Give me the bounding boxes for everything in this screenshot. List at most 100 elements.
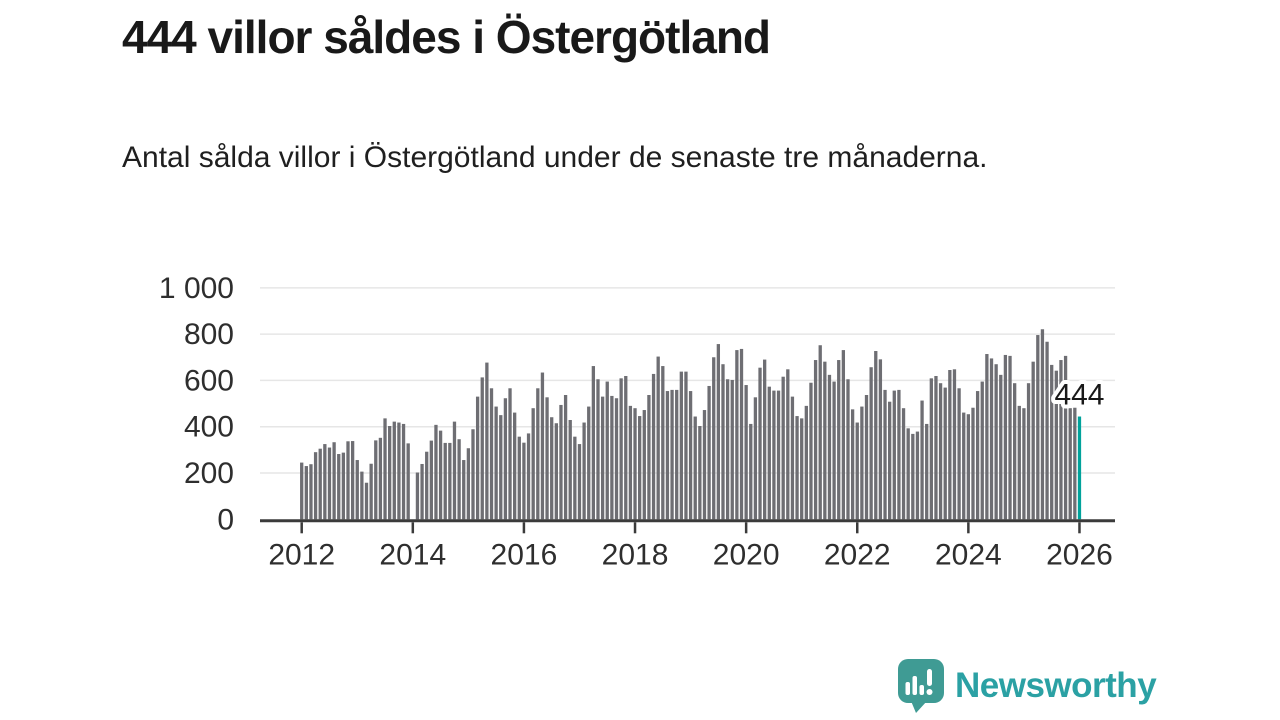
bar (943, 387, 947, 520)
y-tick-label: 800 (184, 318, 234, 351)
bar (582, 422, 586, 520)
bar (952, 369, 957, 520)
bar (841, 350, 846, 520)
y-tick-label: 0 (217, 503, 234, 536)
bar (994, 364, 998, 520)
bar (1008, 355, 1012, 520)
bar (1013, 383, 1017, 520)
bar (850, 409, 855, 520)
bar (596, 379, 600, 520)
bar (628, 405, 633, 520)
bar (679, 371, 683, 520)
bar (716, 344, 721, 520)
bar (864, 395, 869, 520)
x-tick-label: 2018 (602, 538, 669, 571)
bar (327, 447, 332, 520)
bar (1036, 335, 1040, 520)
x-tick-label: 2024 (935, 538, 1002, 571)
bar (688, 391, 693, 520)
brand-name: Newsworthy (955, 666, 1157, 705)
bar (915, 431, 920, 520)
bar (485, 362, 489, 520)
bar (475, 396, 480, 520)
bar (763, 359, 767, 520)
bar (600, 396, 605, 520)
bar (346, 441, 350, 520)
bar (466, 448, 471, 520)
bar (767, 386, 771, 520)
bar (388, 426, 392, 520)
bar (313, 452, 318, 520)
bar (962, 412, 966, 520)
bar (638, 416, 642, 520)
bar (790, 396, 795, 520)
bar (350, 441, 355, 520)
bar (670, 389, 674, 520)
bar (980, 381, 984, 520)
bar (800, 418, 804, 520)
bar (300, 462, 304, 520)
bar (776, 390, 781, 520)
bar (1003, 354, 1008, 520)
bar (610, 395, 614, 520)
bar (707, 385, 711, 520)
bar (693, 416, 697, 520)
bar (823, 361, 827, 520)
bar (744, 385, 748, 520)
bar (568, 420, 572, 520)
bar (438, 430, 443, 520)
bar (772, 390, 776, 520)
bar (827, 374, 832, 520)
y-tick-label: 200 (184, 457, 234, 490)
bar (337, 454, 341, 520)
bar (540, 372, 545, 520)
x-tick-label: 2022 (824, 538, 891, 571)
bar (999, 374, 1003, 520)
bar (489, 388, 494, 520)
bar (1017, 405, 1021, 520)
bar (739, 348, 744, 520)
x-tick-label: 2026 (1046, 538, 1113, 571)
bar (318, 448, 322, 520)
y-axis-labels: 0 200 400 600 800 1 000 (159, 272, 234, 536)
bar (846, 379, 850, 520)
bar (721, 364, 725, 520)
bar (1063, 355, 1068, 520)
bar (624, 376, 628, 520)
bar (906, 428, 910, 520)
bar (508, 388, 512, 520)
bar (1050, 364, 1054, 520)
bar (591, 366, 596, 520)
bar (425, 451, 429, 520)
bar (503, 398, 508, 520)
bar (975, 391, 980, 520)
bar (925, 423, 929, 520)
bar (1054, 370, 1058, 520)
bar (457, 439, 461, 520)
bar (563, 395, 568, 520)
x-tick-label: 2016 (491, 538, 558, 571)
bar (550, 417, 554, 520)
bar (1059, 360, 1063, 520)
y-tick-label: 1 000 (159, 272, 234, 305)
bar (554, 423, 558, 520)
bar (587, 406, 591, 520)
bar (1040, 329, 1045, 520)
bar (401, 423, 406, 520)
bar (369, 463, 373, 520)
bar (675, 389, 679, 520)
bar (860, 406, 864, 520)
y-tick-label: 600 (184, 364, 234, 397)
bar (832, 381, 836, 520)
bar (536, 388, 540, 520)
bar (749, 423, 753, 520)
brand-footer: Newsworthy (897, 658, 1157, 714)
bar (753, 397, 758, 520)
bar (929, 378, 933, 520)
bar (517, 436, 521, 520)
page-title: 444 villor såldes i Östergötland (122, 11, 771, 63)
bar (480, 377, 484, 520)
bar (415, 472, 420, 520)
latest-value-annotation: 444 (1054, 379, 1104, 412)
